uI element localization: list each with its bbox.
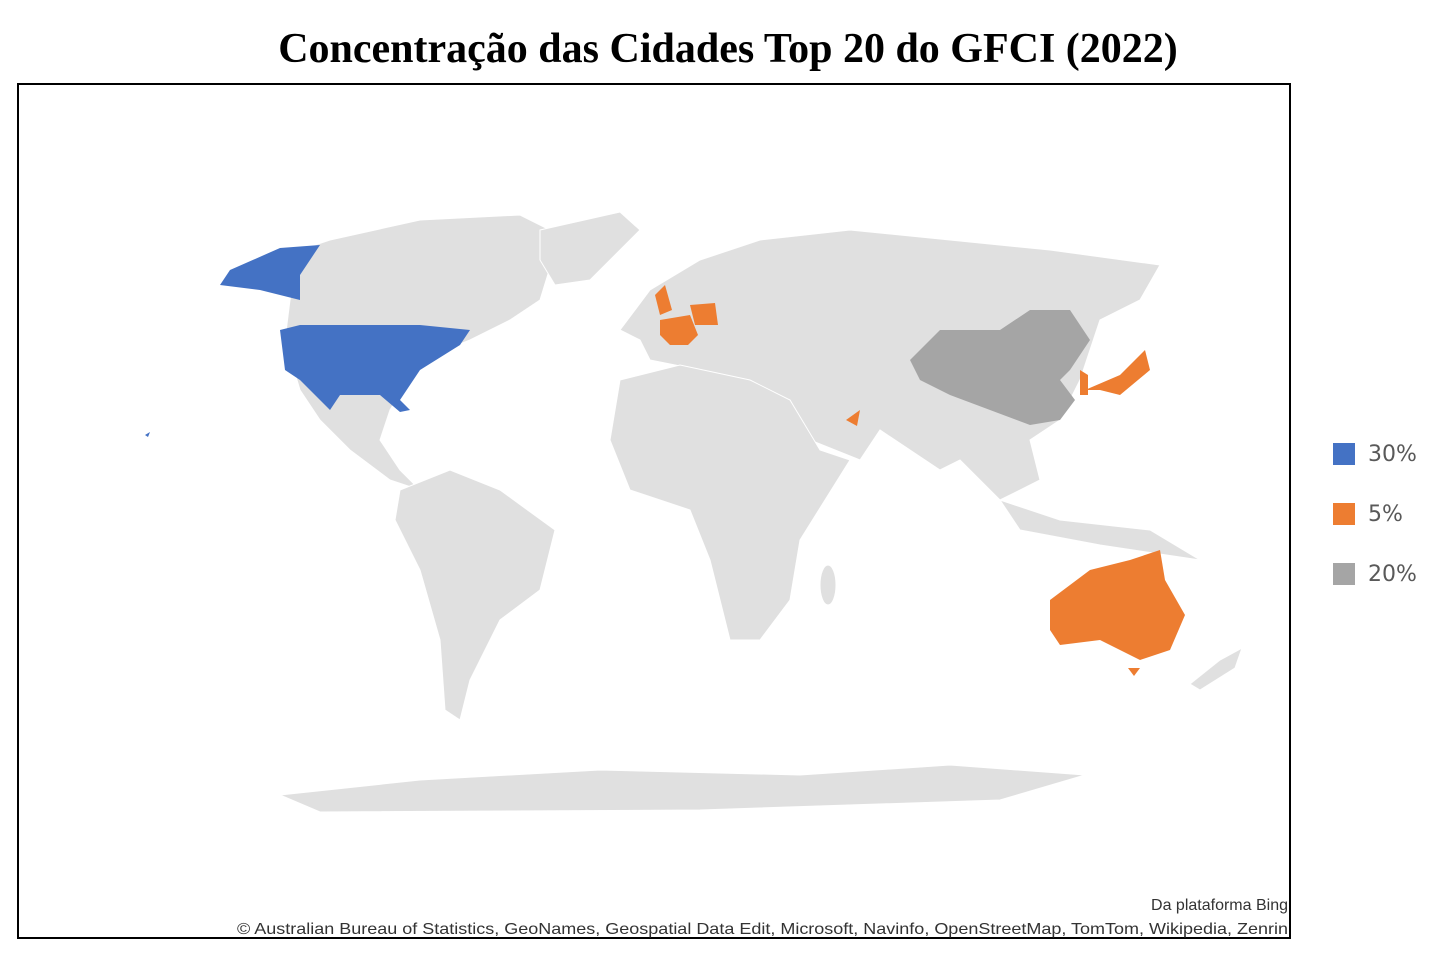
- south-america: [394, 469, 556, 721]
- france: [660, 315, 698, 345]
- southeast-asia-islands: [998, 499, 1201, 561]
- uae: [846, 410, 860, 426]
- alaska: [220, 245, 320, 300]
- japan: [1085, 350, 1150, 395]
- australia: [1050, 550, 1185, 660]
- uk: [655, 285, 672, 315]
- greenland: [539, 211, 641, 286]
- map-frame: [17, 83, 1291, 939]
- hawaii: [145, 432, 150, 437]
- usa: [280, 325, 470, 412]
- south-korea: [1080, 370, 1088, 395]
- chart-title: Concentração das Cidades Top 20 do GFCI …: [278, 26, 1178, 72]
- source-note: Da plataforma Bing: [1151, 897, 1288, 914]
- new-zealand: [1189, 646, 1243, 691]
- tasmania: [1128, 668, 1140, 676]
- legend-label: 5%: [1368, 502, 1403, 527]
- legend-label: 30%: [1368, 442, 1417, 467]
- africa: [609, 364, 851, 641]
- antarctica: [278, 764, 1086, 813]
- legend-swatch: [1333, 443, 1355, 465]
- legend-swatch: [1333, 563, 1355, 585]
- legend-label: 20%: [1368, 562, 1417, 587]
- highlighted-regions: [145, 245, 1185, 676]
- madagascar: [819, 564, 837, 606]
- legend-swatch: [1333, 503, 1355, 525]
- attribution: © Australian Bureau of Statistics, GeoNa…: [237, 921, 1288, 938]
- germany: [690, 303, 718, 325]
- china: [910, 310, 1090, 425]
